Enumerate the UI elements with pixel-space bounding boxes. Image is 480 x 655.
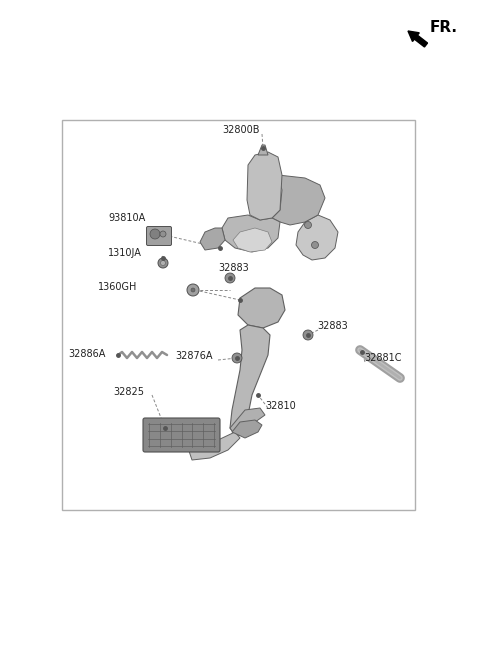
Polygon shape xyxy=(233,228,272,252)
Text: 32876A: 32876A xyxy=(175,351,213,361)
Text: 32825: 32825 xyxy=(113,387,144,397)
Circle shape xyxy=(304,221,312,229)
Text: 32886A: 32886A xyxy=(68,349,106,359)
Text: 32810: 32810 xyxy=(265,401,296,411)
Text: 32883: 32883 xyxy=(218,263,249,273)
Polygon shape xyxy=(247,152,282,220)
Polygon shape xyxy=(272,175,325,225)
Circle shape xyxy=(191,288,195,292)
Polygon shape xyxy=(238,288,285,328)
Text: 32800B: 32800B xyxy=(222,125,260,135)
FancyBboxPatch shape xyxy=(146,227,171,246)
Polygon shape xyxy=(232,420,262,438)
Text: 1360GH: 1360GH xyxy=(98,282,137,292)
Circle shape xyxy=(150,229,160,239)
Text: FR.: FR. xyxy=(430,20,458,35)
Polygon shape xyxy=(200,228,225,250)
Circle shape xyxy=(158,258,168,268)
Circle shape xyxy=(312,242,319,248)
Polygon shape xyxy=(258,145,268,155)
Polygon shape xyxy=(188,432,240,460)
Circle shape xyxy=(187,284,199,296)
Text: 93810A: 93810A xyxy=(108,213,145,223)
Circle shape xyxy=(225,273,235,283)
Bar xyxy=(62,120,415,510)
Circle shape xyxy=(160,261,166,265)
FancyBboxPatch shape xyxy=(143,418,220,452)
Circle shape xyxy=(160,231,166,237)
Polygon shape xyxy=(230,408,265,435)
Polygon shape xyxy=(230,325,270,435)
Polygon shape xyxy=(296,215,338,260)
Text: 1310JA: 1310JA xyxy=(108,248,142,258)
Text: 32881C: 32881C xyxy=(364,353,401,363)
Text: 32883: 32883 xyxy=(317,321,348,331)
Circle shape xyxy=(232,353,242,363)
Polygon shape xyxy=(222,215,280,252)
FancyArrow shape xyxy=(408,31,428,47)
Circle shape xyxy=(303,330,313,340)
